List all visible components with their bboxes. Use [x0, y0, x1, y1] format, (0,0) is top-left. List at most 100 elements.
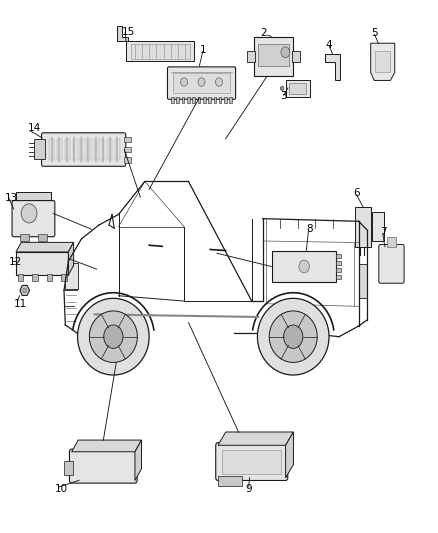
Bar	[187, 96, 190, 103]
Polygon shape	[89, 311, 138, 362]
Bar	[336, 254, 341, 258]
Bar	[336, 268, 341, 272]
Polygon shape	[286, 432, 293, 478]
Bar	[90, 139, 95, 160]
Bar	[258, 44, 289, 66]
Bar	[124, 147, 131, 152]
Polygon shape	[117, 26, 128, 41]
Circle shape	[284, 325, 303, 349]
Text: 11: 11	[14, 298, 27, 309]
Text: 1: 1	[199, 45, 206, 55]
Bar	[98, 139, 103, 160]
Text: 6: 6	[353, 188, 360, 198]
Text: 13: 13	[5, 193, 18, 204]
FancyBboxPatch shape	[167, 67, 236, 99]
Bar	[218, 476, 242, 486]
Bar	[124, 157, 131, 163]
Bar	[49, 139, 54, 160]
Bar	[198, 96, 200, 103]
Bar	[176, 96, 179, 103]
Bar	[18, 274, 23, 281]
Polygon shape	[78, 298, 149, 375]
Bar	[336, 275, 341, 279]
Polygon shape	[371, 43, 395, 80]
Text: 14: 14	[28, 123, 41, 133]
Bar	[219, 96, 222, 103]
Bar	[115, 139, 120, 160]
Bar	[372, 212, 384, 241]
Bar	[254, 37, 293, 76]
Bar	[81, 139, 87, 160]
FancyBboxPatch shape	[70, 449, 137, 483]
Polygon shape	[325, 54, 340, 80]
Bar	[124, 136, 131, 142]
Bar	[47, 274, 52, 281]
Bar	[61, 274, 67, 281]
Bar	[106, 139, 112, 160]
Circle shape	[21, 204, 37, 223]
Bar	[65, 139, 71, 160]
Bar	[336, 261, 341, 265]
Bar	[222, 449, 281, 473]
Bar	[131, 44, 190, 59]
Bar	[286, 80, 310, 97]
Bar	[203, 96, 205, 103]
Bar	[387, 237, 396, 247]
Bar	[224, 96, 227, 103]
Polygon shape	[20, 285, 29, 295]
Bar	[272, 251, 336, 282]
Polygon shape	[68, 243, 74, 275]
Bar	[16, 252, 68, 275]
FancyBboxPatch shape	[12, 200, 55, 237]
Bar	[38, 233, 46, 241]
Circle shape	[23, 288, 27, 293]
Text: 15: 15	[122, 27, 135, 37]
Polygon shape	[135, 440, 141, 480]
Bar	[74, 139, 79, 160]
Text: 7: 7	[380, 227, 386, 237]
Bar	[57, 139, 62, 160]
Bar	[375, 51, 390, 72]
Text: 12: 12	[9, 257, 22, 267]
Polygon shape	[269, 311, 317, 362]
Polygon shape	[16, 243, 74, 252]
FancyBboxPatch shape	[216, 442, 288, 480]
Bar	[182, 96, 184, 103]
Bar	[173, 72, 230, 93]
Polygon shape	[218, 432, 293, 445]
Bar	[64, 461, 73, 475]
Bar	[65, 263, 78, 289]
Polygon shape	[72, 440, 141, 452]
Bar	[289, 83, 306, 94]
Circle shape	[215, 78, 223, 86]
Text: 3: 3	[280, 91, 287, 101]
Bar	[126, 41, 194, 61]
Bar	[34, 139, 45, 159]
Bar	[213, 96, 216, 103]
Bar	[16, 192, 51, 201]
Bar	[359, 264, 367, 298]
Circle shape	[280, 86, 284, 91]
Text: 5: 5	[371, 28, 378, 38]
Circle shape	[299, 260, 309, 273]
Text: 8: 8	[306, 224, 313, 235]
Text: 4: 4	[325, 40, 332, 50]
Bar	[171, 96, 173, 103]
FancyBboxPatch shape	[379, 245, 404, 283]
Bar	[32, 274, 38, 281]
Text: 2: 2	[260, 28, 267, 38]
Bar	[20, 233, 29, 241]
Circle shape	[281, 47, 290, 58]
Bar	[247, 51, 255, 62]
Circle shape	[104, 325, 123, 349]
Bar	[192, 96, 195, 103]
Bar	[356, 207, 371, 247]
Bar	[292, 51, 300, 62]
Text: 10: 10	[55, 484, 68, 494]
Circle shape	[198, 78, 205, 86]
Text: 9: 9	[245, 484, 252, 494]
Bar	[208, 96, 211, 103]
Polygon shape	[258, 298, 329, 375]
Circle shape	[180, 78, 187, 86]
FancyBboxPatch shape	[42, 133, 126, 166]
